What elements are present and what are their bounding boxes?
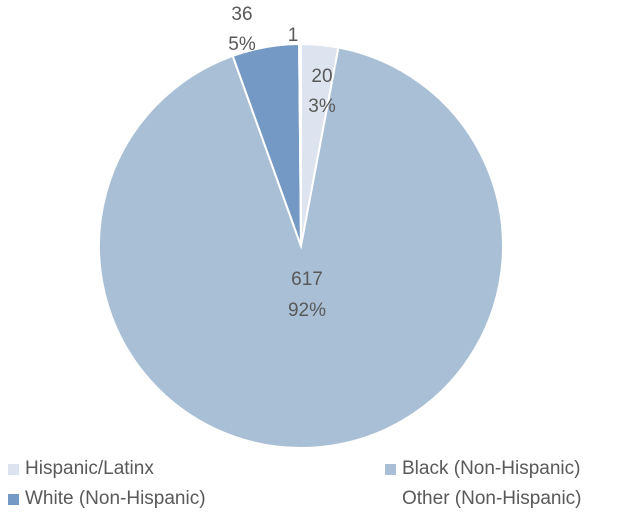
legend-label-black-non-hispanic: Black (Non-Hispanic)	[402, 458, 581, 479]
data-label-percent-black-non-hispanic: 92%	[288, 300, 326, 321]
legend-swatch-black-non-hispanic	[385, 463, 396, 475]
legend-swatch-hispanic-latinx	[8, 463, 19, 475]
legend-item-black-non-hispanic: Black (Non-Hispanic)	[385, 458, 580, 480]
legend-label-white-non-hispanic: White (Non-Hispanic)	[25, 488, 206, 509]
legend-item-white-non-hispanic: White (Non-Hispanic)	[8, 488, 206, 510]
legend-swatch-other-non-hispanic	[385, 494, 396, 505]
legend-label-other-non-hispanic: Other (Non-Hispanic)	[402, 488, 582, 509]
legend-item-other-non-hispanic: Other (Non-Hispanic)	[385, 488, 582, 510]
legend-swatch-white-non-hispanic	[8, 493, 19, 505]
legend: Hispanic/Latinx Black (Non-Hispanic) Whi…	[0, 458, 625, 518]
legend-item-hispanic-latinx: Hispanic/Latinx	[8, 458, 154, 480]
data-label-value-other-non-hispanic: 1	[288, 25, 299, 46]
data-label-percent-hispanic-latinx: 3%	[308, 96, 336, 117]
pie-slices	[98, 42, 504, 449]
data-label-value-black-non-hispanic: 617	[291, 269, 323, 290]
pie-slice-black-non-hispanic	[98, 46, 504, 449]
legend-label-hispanic-latinx: Hispanic/Latinx	[25, 458, 154, 479]
pie-slice-other-non-hispanic	[298, 42, 302, 247]
pie-data-labels: 20 3% 617 92% 36 5% 1	[228, 4, 336, 321]
data-label-value-hispanic-latinx: 20	[311, 66, 332, 87]
data-label-value-white-non-hispanic: 36	[231, 4, 252, 25]
data-label-percent-white-non-hispanic: 5%	[228, 34, 256, 55]
